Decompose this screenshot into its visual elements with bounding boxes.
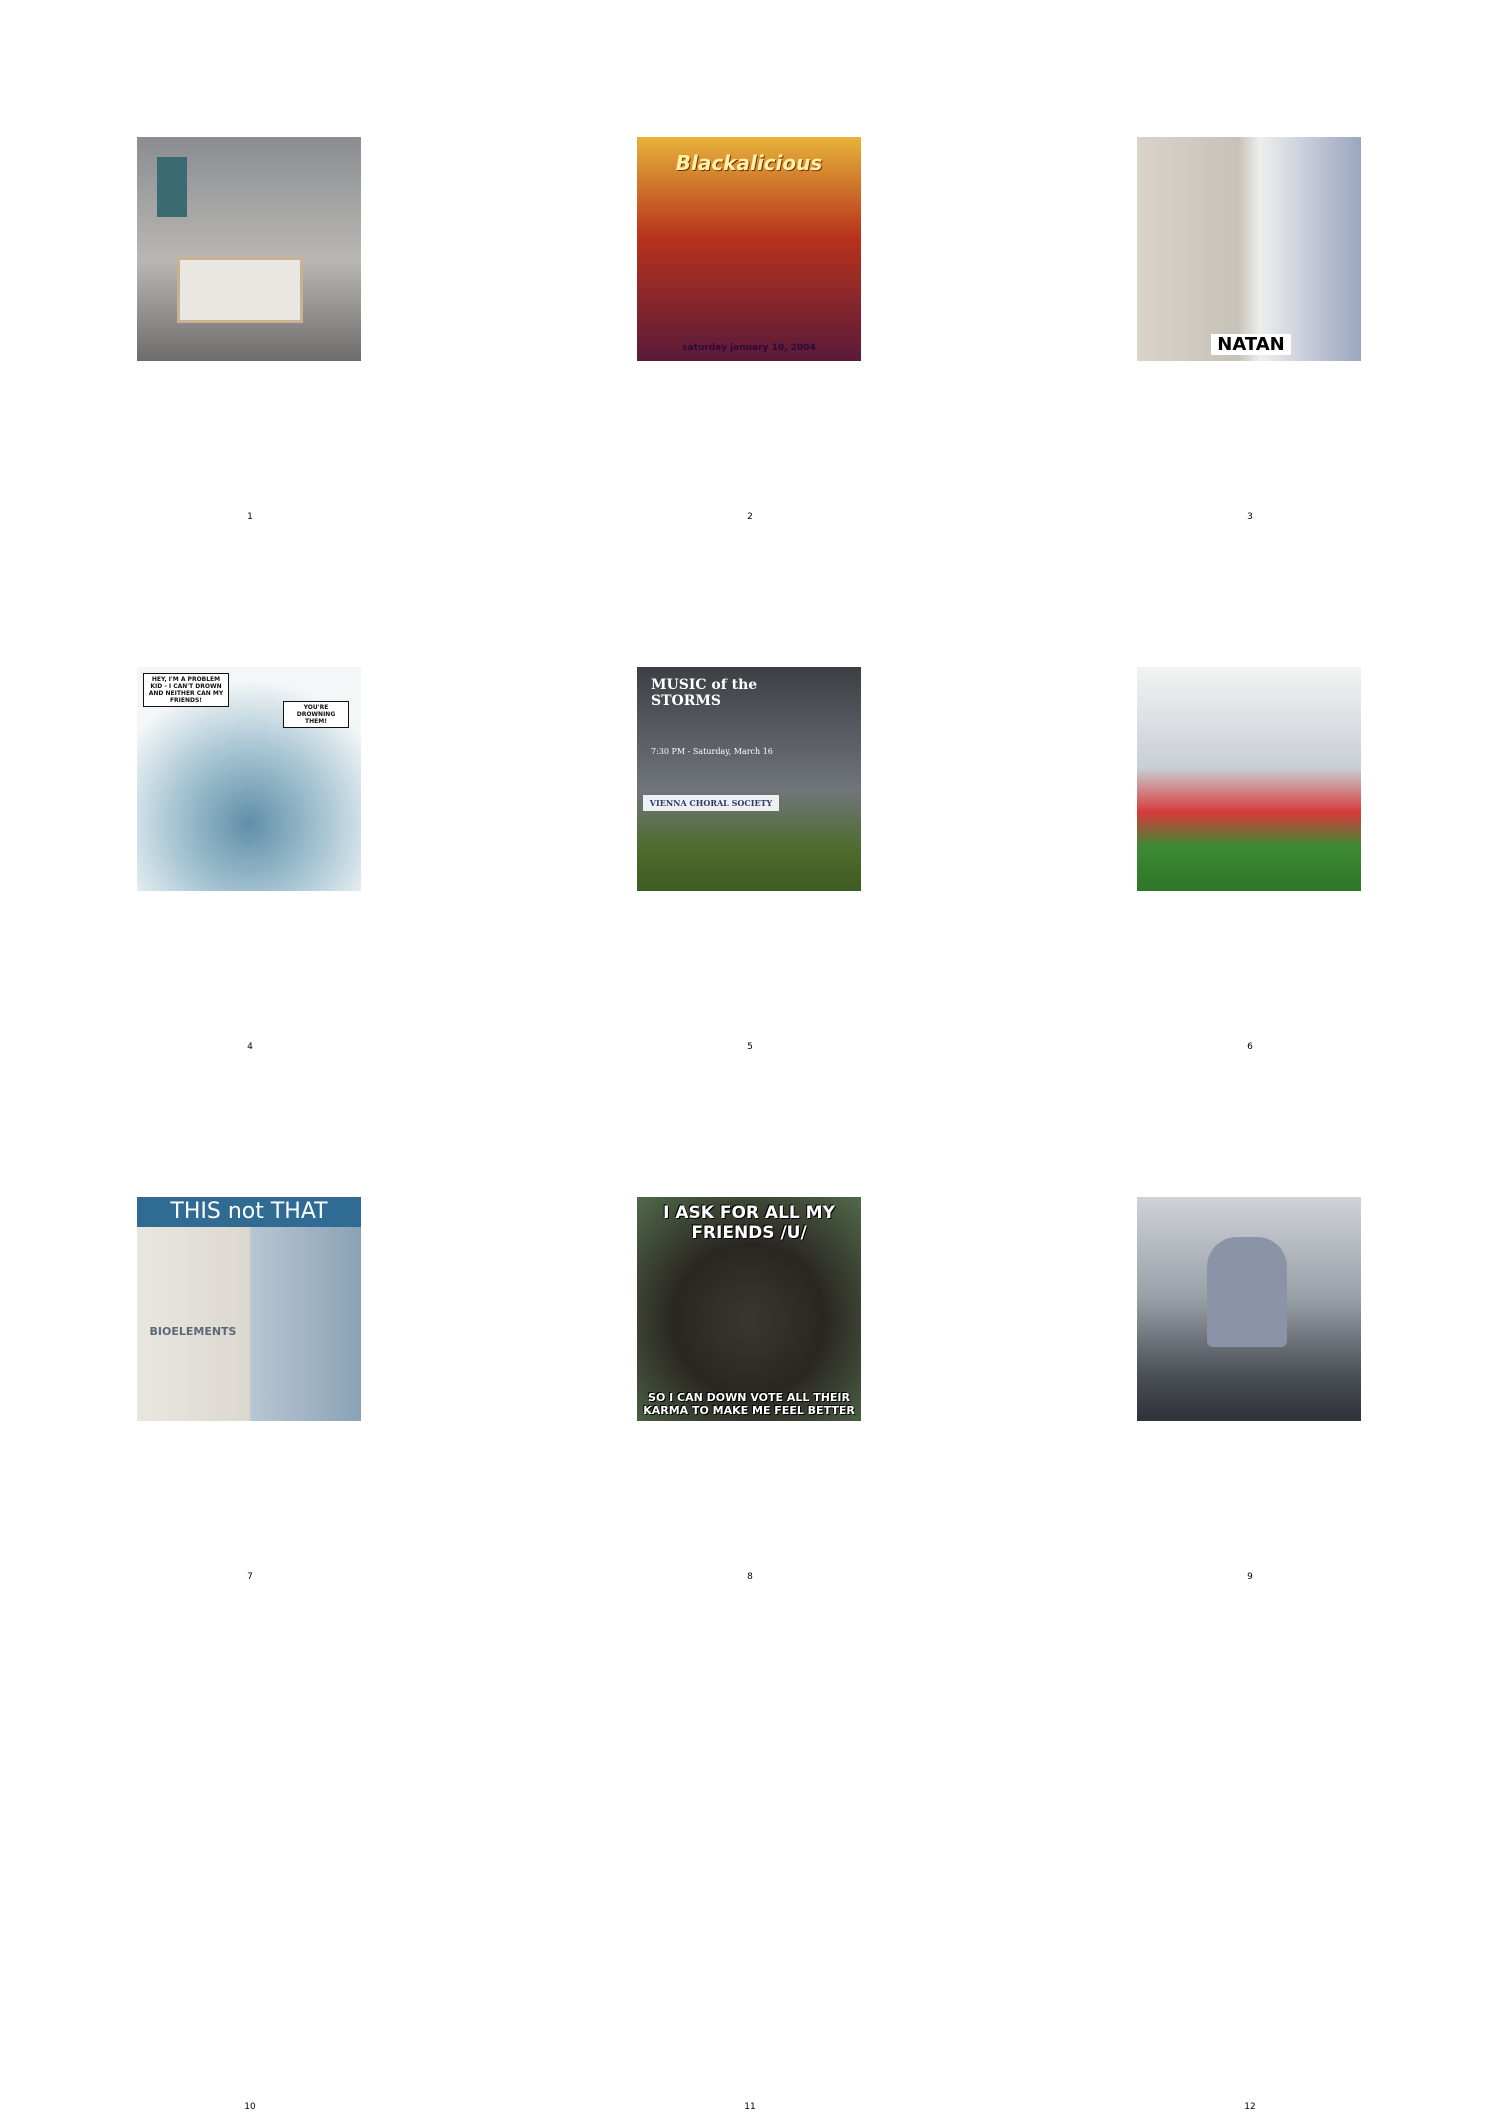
grid-cell-12: 12 [1000, 1590, 1500, 2120]
bear-meme: I ASK FOR ALL MY FRIENDS /U/ SO I CAN DO… [637, 1197, 861, 1421]
football-photo [1137, 667, 1361, 891]
panel-number: 5 [747, 1042, 753, 1052]
panel-number: 7 [247, 1572, 253, 1582]
panel-number: 12 [1244, 2102, 1256, 2112]
panel-number: 3 [1247, 512, 1253, 522]
grid-cell-2: Blackalicious saturday january 10, 2004 … [500, 0, 1000, 530]
ad-brand: BIOELEMENTS [149, 1325, 237, 1338]
poster-title: MUSIC of the STORMS [651, 677, 758, 709]
grid-cell-1: 1 [0, 0, 500, 530]
fashion-photo: NATAN [1137, 137, 1361, 361]
ad-headline: THIS not THAT [137, 1197, 361, 1227]
panel-number: 11 [744, 2102, 756, 2112]
grid-cell-4: HEY, I'M A PROBLEM KID - I CAN'T DROWN A… [0, 530, 500, 1060]
grid-cell-10: 10 [0, 1590, 500, 2120]
poster-date: saturday january 10, 2004 [682, 343, 816, 353]
panel-number: 9 [1247, 1572, 1253, 1582]
speech-bubble-right: YOU'RE DROWNING THEM! [283, 701, 349, 728]
grid-cell-8: I ASK FOR ALL MY FRIENDS /U/ SO I CAN DO… [500, 1060, 1000, 1590]
poster-date: 7:30 PM - Saturday, March 16 [651, 747, 773, 756]
bedroom-photo [137, 137, 361, 361]
concert-poster: Blackalicious saturday january 10, 2004 [637, 137, 861, 361]
panel-number: 8 [747, 1572, 753, 1582]
poster-organization: VIENNA CHORAL SOCIETY [643, 795, 779, 811]
interview-photo [1137, 1197, 1361, 1421]
meme-top-text: I ASK FOR ALL MY FRIENDS /U/ [663, 1203, 835, 1243]
panel-number: 4 [247, 1042, 253, 1052]
panel-number: 10 [244, 2102, 256, 2112]
speech-bubble-left: HEY, I'M A PROBLEM KID - I CAN'T DROWN A… [143, 673, 229, 707]
grid-cell-7: THIS not THAT BIOELEMENTS 7 [0, 1060, 500, 1590]
grid-cell-5: MUSIC of the STORMS 7:30 PM - Saturday, … [500, 530, 1000, 1060]
comic-drawing: HEY, I'M A PROBLEM KID - I CAN'T DROWN A… [137, 667, 361, 891]
poster-title: Blackalicious [675, 151, 823, 175]
grid-cell-11: 11 [500, 1590, 1000, 2120]
grid-cell-6: 6 [1000, 530, 1500, 1060]
choral-poster: MUSIC of the STORMS 7:30 PM - Saturday, … [637, 667, 861, 891]
photo-label: NATAN [1211, 334, 1291, 355]
panel-number: 1 [247, 512, 253, 522]
grid-cell-9: 9 [1000, 1060, 1500, 1590]
skincare-ad: THIS not THAT BIOELEMENTS [137, 1197, 361, 1421]
meme-bottom-text: SO I CAN DOWN VOTE ALL THEIR KARMA TO MA… [643, 1391, 855, 1417]
panel-number: 6 [1247, 1042, 1253, 1052]
panel-number: 2 [747, 512, 753, 522]
grid-cell-3: NATAN 3 [1000, 0, 1500, 530]
